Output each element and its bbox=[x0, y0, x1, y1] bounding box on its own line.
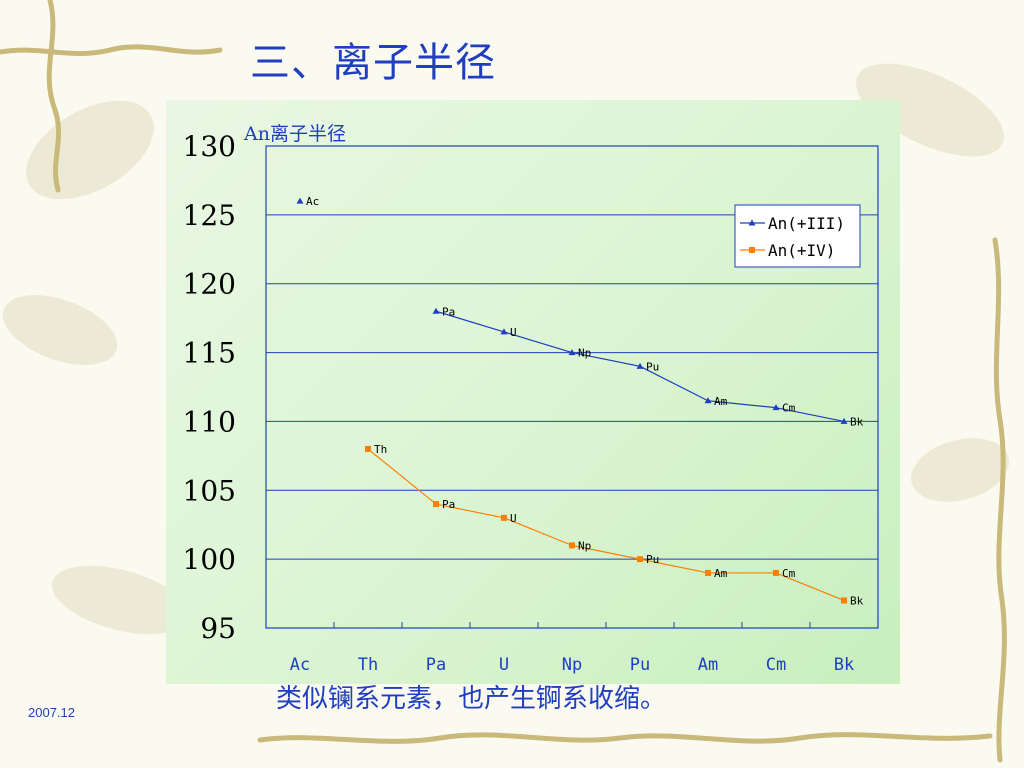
line-chart: 95 100 105 110 115 120 125 130 Ac Th Pa U Np Pu Am Cm Bk… bbox=[183, 123, 879, 675]
data-point-an-iii bbox=[568, 349, 576, 356]
data-label: Pu bbox=[646, 553, 659, 566]
data-label: Am bbox=[714, 567, 728, 580]
data-point-an-iv bbox=[773, 569, 779, 576]
chart-title: An离子半径 bbox=[243, 123, 346, 145]
data-point-an-iv bbox=[569, 542, 575, 549]
data-label: U bbox=[510, 512, 517, 525]
data-point-an-iv bbox=[433, 501, 439, 508]
series-line-an-iv bbox=[367, 448, 437, 505]
data-label: Bk bbox=[850, 415, 864, 428]
data-point-an-iii bbox=[500, 328, 508, 335]
data-label: Cm bbox=[782, 567, 796, 580]
plot-area bbox=[265, 145, 879, 629]
legend-marker bbox=[748, 219, 756, 226]
legend-label: An(+IV) bbox=[768, 241, 835, 260]
data-label: Pa bbox=[442, 305, 455, 318]
series-line-an-iii bbox=[503, 331, 573, 354]
data-point-an-iv bbox=[365, 445, 371, 452]
x-tick-label: Cm bbox=[766, 655, 786, 675]
y-tick-label: 100 bbox=[183, 543, 236, 576]
series-line-an-iii bbox=[639, 365, 709, 402]
x-tick-label: Np bbox=[562, 655, 582, 675]
data-label: Bk bbox=[850, 594, 864, 607]
x-tick-label: Ac bbox=[290, 655, 310, 675]
data-label: Pu bbox=[646, 360, 659, 373]
series-line-an-iv bbox=[503, 517, 573, 546]
data-point-an-iv bbox=[841, 597, 847, 604]
vine-decoration bbox=[0, 0, 1007, 763]
legend-label: An(+III) bbox=[768, 214, 845, 233]
series-line-an-iv bbox=[775, 572, 845, 602]
chart-panel: 95 100 105 110 115 120 125 130 Ac Th Pa U Np Pu Am Cm Bk… bbox=[166, 100, 900, 684]
data-point-an-iii bbox=[432, 307, 440, 314]
data-point-an-iii bbox=[704, 397, 712, 404]
data-label: Th bbox=[374, 443, 387, 456]
slide-caption: 类似镧系元素，也产生锕系收缩。 bbox=[276, 684, 667, 714]
slide-title: 三、离子半径 bbox=[250, 40, 496, 86]
series-line-an-iv bbox=[639, 558, 709, 574]
x-tick-label: Bk bbox=[834, 655, 854, 675]
x-tick-label: U bbox=[499, 655, 509, 675]
data-label: Cm bbox=[782, 402, 796, 415]
x-tick-label: Pu bbox=[630, 655, 650, 675]
x-tick-label: Am bbox=[698, 655, 718, 675]
y-tick-label: 115 bbox=[183, 337, 236, 370]
data-label: Ac bbox=[306, 195, 319, 208]
data-point-an-iii bbox=[296, 197, 304, 204]
series-line-an-iv bbox=[435, 503, 505, 519]
x-tick-label: Th bbox=[358, 655, 378, 675]
y-tick-label: 125 bbox=[183, 199, 236, 232]
series-line-an-iv bbox=[571, 544, 641, 560]
data-label: Np bbox=[578, 347, 591, 360]
data-label: Np bbox=[578, 539, 591, 552]
data-label: Pa bbox=[442, 498, 455, 511]
legend-box bbox=[734, 204, 861, 268]
data-label: U bbox=[510, 326, 517, 339]
y-tick-label: 130 bbox=[183, 130, 236, 163]
data-point-an-iv bbox=[705, 569, 711, 576]
data-point-an-iv bbox=[637, 556, 643, 563]
data-point-an-iii bbox=[772, 404, 780, 411]
y-tick-label: 105 bbox=[183, 474, 236, 507]
series-line-an-iii bbox=[435, 310, 505, 333]
series-line-an-iii bbox=[707, 400, 777, 409]
y-tick-label: 95 bbox=[200, 612, 236, 645]
x-tick-label: Pa bbox=[426, 655, 446, 675]
y-tick-label: 120 bbox=[183, 268, 236, 301]
data-point-an-iv bbox=[501, 514, 507, 521]
y-tick-label: 110 bbox=[183, 405, 236, 438]
series-line-an-iii bbox=[571, 351, 641, 367]
data-label: Am bbox=[714, 395, 728, 408]
data-point-an-iii bbox=[840, 417, 848, 424]
slide-date: 2007.12 bbox=[28, 705, 75, 720]
data-point-an-iii bbox=[636, 362, 644, 369]
series-line-an-iii bbox=[775, 407, 845, 423]
legend-marker bbox=[749, 247, 755, 253]
